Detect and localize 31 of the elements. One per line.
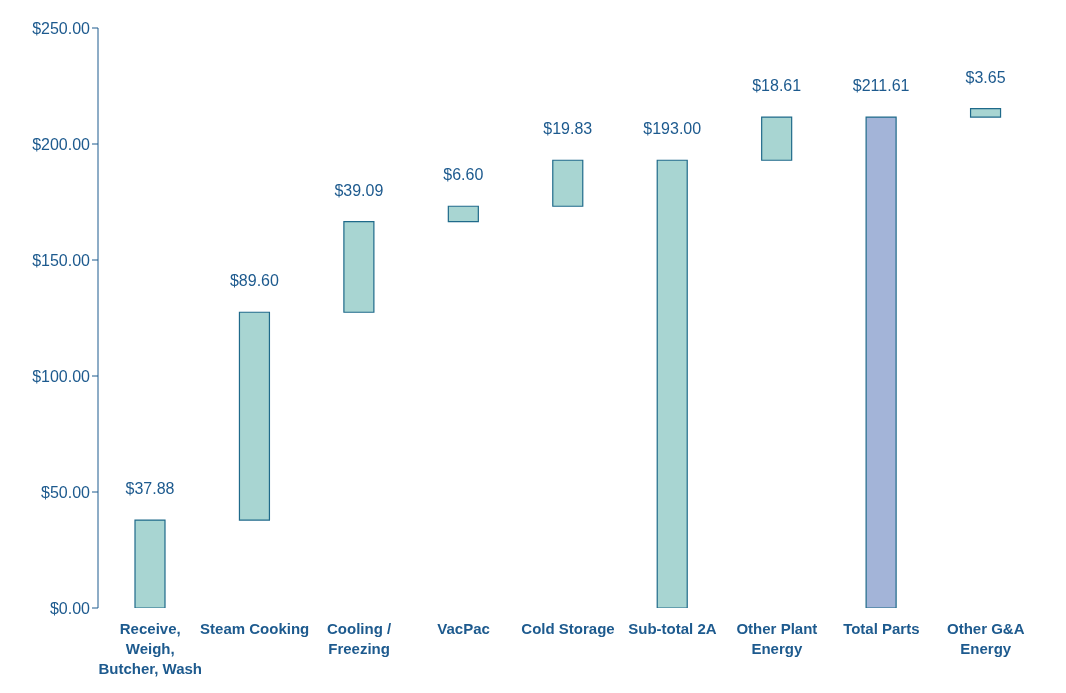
y-tick-label: $150.00: [32, 251, 91, 269]
y-tick-label: $0.00: [49, 599, 91, 617]
x-tick-label: VacPac: [437, 620, 490, 637]
data-label: $211.61: [852, 77, 910, 95]
data-label: $18.61: [752, 77, 802, 95]
x-tick-label: Other Plant Energy: [736, 620, 818, 657]
y-tick-label: $200.00: [32, 135, 91, 153]
data-label: $39.09: [334, 181, 384, 199]
bar: [865, 116, 897, 608]
y-tick-label: $250.00: [32, 19, 91, 37]
data-label: $19.83: [543, 120, 593, 138]
bar: [656, 159, 688, 608]
x-tick-label: Cold Storage: [521, 620, 615, 637]
data-label: $3.65: [965, 68, 1006, 86]
data-label: $89.60: [229, 272, 280, 290]
bar: [761, 116, 793, 161]
bar: [343, 220, 375, 313]
x-tick-label: Cooling / Freezing: [327, 620, 393, 657]
y-tick-label: $50.00: [41, 483, 91, 501]
data-label: $37.88: [125, 480, 175, 498]
bar: [552, 159, 584, 207]
x-tick-label: Total Parts: [843, 620, 920, 637]
bar: [238, 311, 271, 521]
x-tick-label: Sub-total 2A: [628, 620, 717, 637]
bar: [134, 519, 166, 608]
bar: [969, 108, 1002, 118]
bar: [447, 205, 479, 223]
data-label: $193.00: [643, 120, 702, 138]
x-tick-label: Other G&A Energy: [947, 620, 1025, 657]
y-tick-label: $100.00: [32, 367, 91, 385]
data-label: $6.60: [443, 166, 484, 184]
